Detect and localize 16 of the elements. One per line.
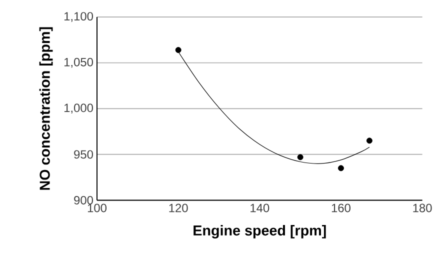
x-tick-label: 100 [88, 204, 107, 212]
y-tick-label: 1,050 [64, 58, 94, 68]
x-tick-label: 120 [169, 204, 188, 212]
point [366, 138, 372, 144]
x-axis-title: Engine speed [rpm] [194, 224, 326, 238]
point [338, 165, 344, 171]
y-axis-title: NO concentration [ppm] [39, 27, 53, 190]
y-tick-label: 950 [74, 150, 94, 158]
x-tick-label: 140 [250, 204, 270, 212]
x-tick-label: 180 [413, 204, 432, 212]
x-tick-label: 160 [332, 204, 350, 212]
y-tick-label: 900 [74, 196, 94, 204]
y-tick-label: 1,100 [64, 12, 94, 22]
point [297, 154, 304, 160]
y-tick-label: 1,000 [64, 104, 94, 114]
point [175, 46, 182, 53]
